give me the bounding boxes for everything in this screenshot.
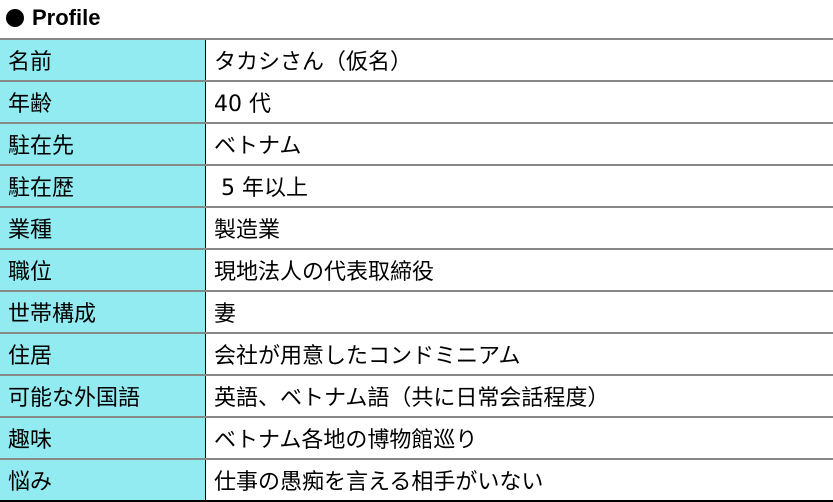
row-value: 英語、ベトナム語（共に日常会話程度） [206,375,833,417]
table-row: 駐在先ベトナム [0,123,833,165]
table-row: 職位現地法人の代表取締役 [0,249,833,291]
row-value: 製造業 [206,207,833,249]
row-value: 妻 [206,291,833,333]
row-label: 年齢 [0,81,206,123]
row-label: 世帯構成 [0,291,206,333]
table-row: 住居会社が用意したコンドミニアム [0,333,833,375]
table-row: 可能な外国語英語、ベトナム語（共に日常会話程度） [0,375,833,417]
row-value: 現地法人の代表取締役 [206,249,833,291]
table-row: 世帯構成妻 [0,291,833,333]
row-value: 5 年以上 [206,165,833,207]
row-label: 職位 [0,249,206,291]
table-row: 業種製造業 [0,207,833,249]
row-label: 住居 [0,333,206,375]
table-row: 名前タカシさん（仮名） [0,39,833,81]
row-value: タカシさん（仮名） [206,39,833,81]
table-row: 駐在歴 5 年以上 [0,165,833,207]
bullet-circle-icon [6,9,24,27]
title-text: Profile [32,5,100,30]
section-title: Profile [0,0,833,38]
row-label: 趣味 [0,417,206,459]
row-value: 会社が用意したコンドミニアム [206,333,833,375]
table-row: 趣味ベトナム各地の博物館巡り [0,417,833,459]
row-label: 名前 [0,39,206,81]
row-label: 可能な外国語 [0,375,206,417]
row-label: 駐在先 [0,123,206,165]
row-value: ベトナム [206,123,833,165]
row-label: 業種 [0,207,206,249]
row-value: ベトナム各地の博物館巡り [206,417,833,459]
row-value: 40 代 [206,81,833,123]
row-label: 駐在歴 [0,165,206,207]
